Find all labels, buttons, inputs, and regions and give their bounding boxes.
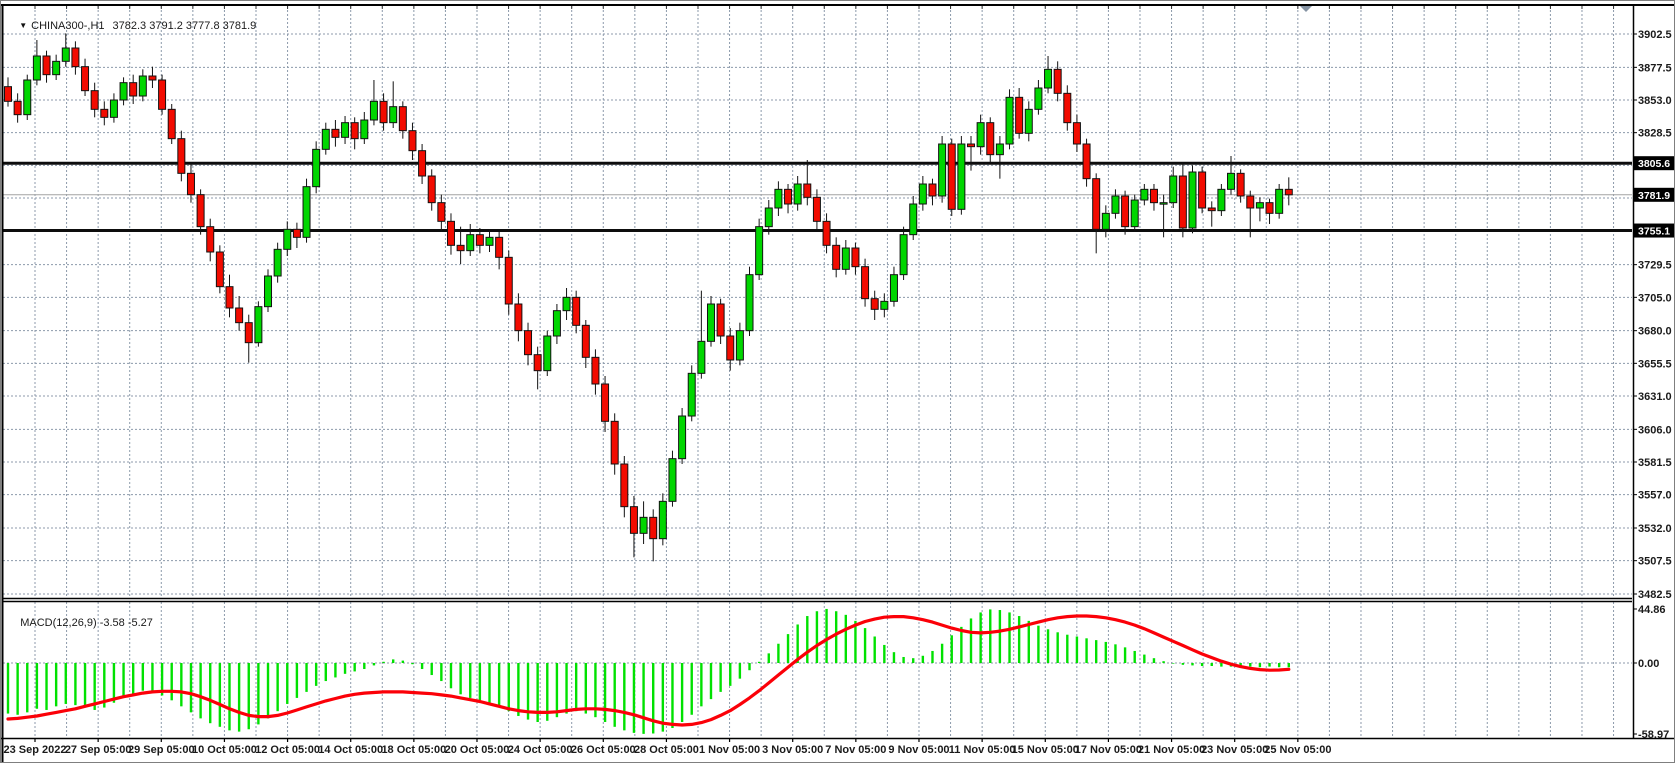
- svg-text:1 Nov 05:00: 1 Nov 05:00: [699, 744, 760, 756]
- svg-text:3557.0: 3557.0: [1638, 490, 1672, 502]
- svg-text:3532.0: 3532.0: [1638, 523, 1672, 535]
- support-resistance-lines[interactable]: [3, 161, 1632, 233]
- svg-text:-58.97: -58.97: [1638, 729, 1669, 741]
- chart-title: ▼ CHINA300-,H1 3782.3 3791.2 3777.8 3781.9: [7, 7, 256, 46]
- svg-text:11 Nov 05:00: 11 Nov 05:00: [949, 744, 1016, 756]
- svg-text:3828.5: 3828.5: [1638, 128, 1672, 140]
- svg-text:3631.0: 3631.0: [1638, 391, 1672, 403]
- price-axis[interactable]: 3902.5 3877.5 3853.0 3828.5 3729.5 3705.0 3680…: [1633, 29, 1672, 601]
- svg-text:3877.5: 3877.5: [1638, 62, 1672, 74]
- svg-text:15 Nov 05:00: 15 Nov 05:00: [1012, 744, 1079, 756]
- price-gridlines: [3, 33, 1632, 595]
- svg-text:3482.5: 3482.5: [1638, 589, 1672, 601]
- svg-text:3581.5: 3581.5: [1638, 457, 1672, 469]
- quote-values-label: 3782.3 3791.2 3777.8 3781.9: [112, 20, 257, 32]
- macd-name-label: MACD(12,26,9): [20, 617, 97, 629]
- svg-text:29 Sep 05:00: 29 Sep 05:00: [128, 744, 195, 756]
- svg-text:20 Oct 05:00: 20 Oct 05:00: [445, 744, 510, 756]
- svg-text:26 Oct 05:00: 26 Oct 05:00: [571, 744, 636, 756]
- svg-text:10 Oct 05:00: 10 Oct 05:00: [192, 744, 257, 756]
- macd-histogram: [6, 608, 1290, 734]
- macd-axis[interactable]: 44.86 0.00 -58.97: [1633, 604, 1669, 741]
- svg-text:3680.0: 3680.0: [1638, 326, 1672, 338]
- svg-text:14 Oct 05:00: 14 Oct 05:00: [318, 744, 383, 756]
- price-badges: 3805.6 3781.9 3755.1: [1634, 156, 1674, 238]
- svg-text:25 Nov 05:00: 25 Nov 05:00: [1264, 744, 1331, 756]
- svg-text:3 Nov 05:00: 3 Nov 05:00: [762, 744, 823, 756]
- svg-text:3781.9: 3781.9: [1638, 190, 1670, 202]
- scroll-to-end-marker: [1300, 6, 1312, 12]
- svg-text:9 Nov 05:00: 9 Nov 05:00: [888, 744, 949, 756]
- macd-indicator-label: MACD(12,26,9) -3.58 -5.27: [8, 604, 153, 643]
- pane-borders: [1, 4, 1674, 762]
- svg-text:3606.0: 3606.0: [1638, 424, 1672, 436]
- svg-text:23 Nov 05:00: 23 Nov 05:00: [1201, 744, 1268, 756]
- svg-text:24 Oct 05:00: 24 Oct 05:00: [508, 744, 573, 756]
- main-grid: [34, 6, 1615, 738]
- svg-text:7 Nov 05:00: 7 Nov 05:00: [825, 744, 886, 756]
- svg-text:21 Nov 05:00: 21 Nov 05:00: [1138, 744, 1205, 756]
- symbol-period-label: CHINA300-,H1: [31, 20, 105, 32]
- svg-text:12 Oct 05:00: 12 Oct 05:00: [255, 744, 320, 756]
- svg-text:17 Nov 05:00: 17 Nov 05:00: [1075, 744, 1142, 756]
- svg-text:3655.5: 3655.5: [1638, 358, 1672, 370]
- candles[interactable]: [4, 33, 1293, 562]
- svg-text:3902.5: 3902.5: [1638, 29, 1672, 41]
- svg-text:3853.0: 3853.0: [1638, 95, 1672, 107]
- svg-text:28 Oct 05:00: 28 Oct 05:00: [634, 744, 699, 756]
- svg-text:3755.1: 3755.1: [1638, 226, 1670, 238]
- svg-text:3729.5: 3729.5: [1638, 260, 1672, 272]
- macd-values-label: -3.58 -5.27: [99, 617, 153, 629]
- svg-text:44.86: 44.86: [1638, 604, 1666, 616]
- svg-text:3705.0: 3705.0: [1638, 292, 1672, 304]
- svg-text:3805.6: 3805.6: [1638, 158, 1670, 170]
- svg-text:18 Oct 05:00: 18 Oct 05:00: [381, 744, 446, 756]
- macd-signal-line: [6, 614, 1291, 727]
- svg-text:0.00: 0.00: [1638, 658, 1659, 670]
- symbol-dropdown-icon[interactable]: ▼: [19, 21, 28, 30]
- svg-text:3507.5: 3507.5: [1638, 556, 1672, 568]
- svg-text:23 Sep 2022: 23 Sep 2022: [4, 744, 67, 756]
- svg-text:27 Sep 05:00: 27 Sep 05:00: [65, 744, 132, 756]
